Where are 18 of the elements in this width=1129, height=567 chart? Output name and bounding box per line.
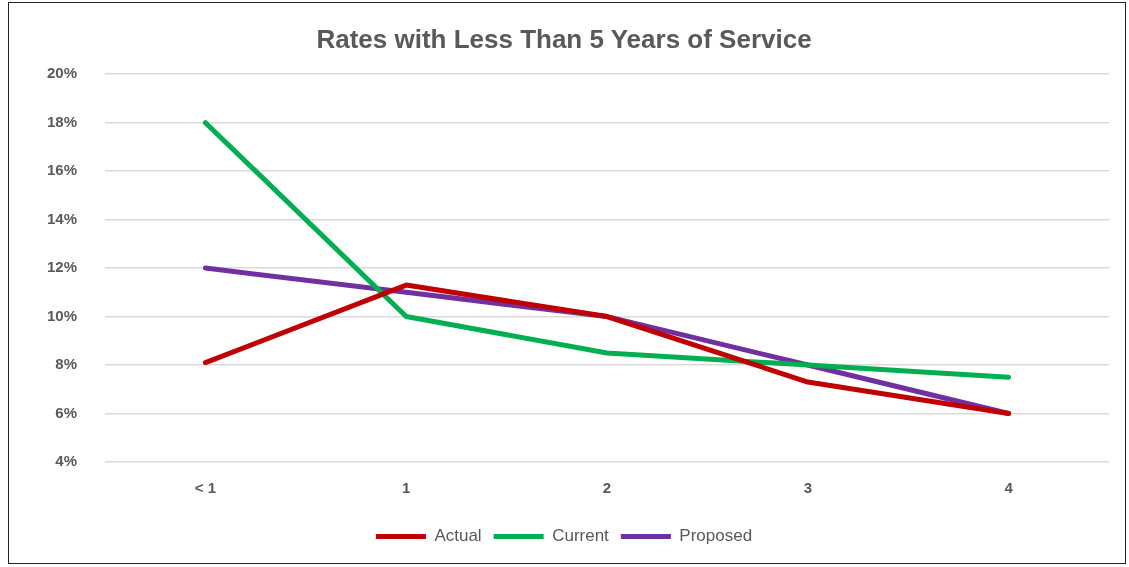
- x-tick-label: 1: [402, 479, 411, 497]
- y-tick-label: 12%: [46, 258, 78, 276]
- y-tick-label: 4%: [55, 452, 78, 470]
- y-tick-label: 20%: [46, 64, 78, 82]
- y-tick-label: 10%: [46, 306, 78, 324]
- legend-label: Proposed: [679, 526, 753, 546]
- y-tick-label: 6%: [55, 403, 78, 421]
- x-tick-label: 2: [602, 479, 612, 497]
- y-tick-label: 16%: [46, 161, 78, 179]
- x-tick-label: < 1: [194, 479, 217, 497]
- x-tick-label: 3: [803, 479, 812, 497]
- legend-label: Actual: [434, 526, 482, 546]
- chart-title: Rates with Less Than 5 Years of Service: [316, 23, 812, 54]
- x-tick-label: 4: [1004, 479, 1014, 497]
- legend-label: Current: [552, 526, 610, 546]
- y-tick-label: 14%: [46, 209, 78, 227]
- y-tick-label: 8%: [55, 355, 78, 373]
- y-tick-label: 18%: [46, 112, 78, 130]
